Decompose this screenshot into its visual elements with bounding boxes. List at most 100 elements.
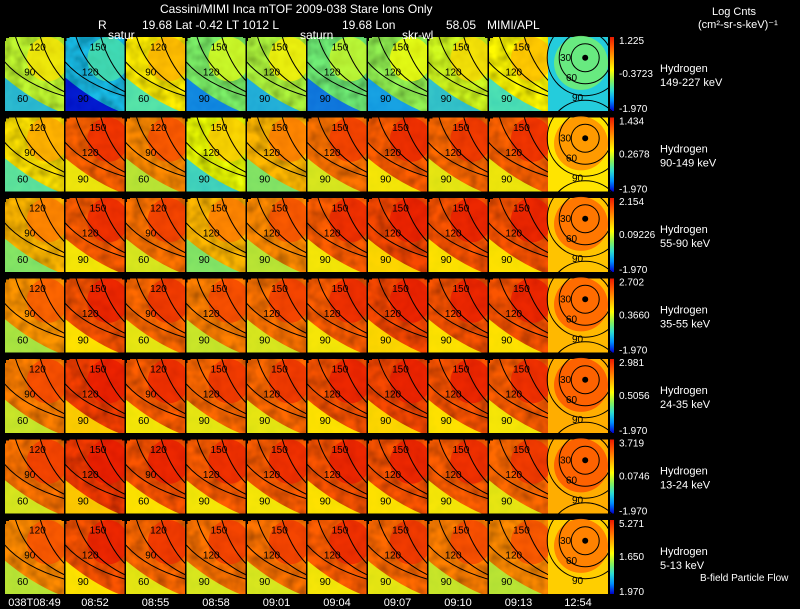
panel-hot-patch (450, 198, 488, 243)
panel-cool-band (368, 399, 422, 433)
panel-r5-c0: 120 90 60 (5, 439, 64, 514)
panel-crosshair (364, 33, 372, 41)
panel-contour (428, 302, 488, 339)
panel-contour (136, 117, 185, 173)
panel-crosshair (424, 113, 433, 122)
panel-contour (342, 439, 367, 484)
contour-label: 120 (82, 67, 99, 78)
panel-contour (39, 439, 64, 484)
contour-label: 120 (324, 470, 341, 481)
panel-contour (378, 359, 427, 415)
contour-label: 90 (320, 416, 332, 427)
contour-label: 90 (199, 94, 211, 105)
panel-hot-patch (510, 117, 548, 162)
panel-r5-c2: 120 90 60 (126, 439, 185, 514)
panel-crosshair (485, 113, 493, 122)
panel-cool-band (489, 399, 543, 433)
x-tick-label: 09:10 (444, 597, 472, 609)
panel-r1-c4: 150 120 90 (247, 117, 306, 192)
panel-contour (402, 278, 427, 323)
contour-label: 120 (324, 550, 341, 561)
panel-cool-band (247, 158, 301, 192)
panel-cool-band (307, 399, 361, 433)
colorbar-mid-label: 0.09226 (619, 230, 656, 241)
contour-label: 90 (24, 470, 36, 481)
contour-label: 150 (332, 123, 349, 134)
panel-hot-patch (268, 439, 306, 484)
meta-lon-label: 19.68 Lon (342, 18, 396, 32)
panel-contour (307, 141, 367, 178)
panel-hot-patch (268, 117, 306, 162)
panel-cool-band (186, 238, 240, 272)
panel-crosshair (61, 516, 70, 524)
panel-contour (126, 463, 185, 500)
panel-cool-band (5, 77, 59, 111)
panel-contour (196, 520, 246, 576)
panel-r2-c7: 150 120 90 (428, 198, 488, 272)
panel-hot-patch (26, 198, 64, 243)
contour-label: 120 (384, 228, 401, 239)
panel-contour (196, 37, 246, 93)
polar-contour-label: 90 (572, 174, 584, 185)
panel-r1-c8: 150 120 90 (489, 117, 548, 192)
polar-contour (570, 204, 600, 234)
x-tick-label: 09:13 (505, 597, 533, 609)
panel-r2-c5: 150 120 90 (307, 198, 367, 272)
panel-contour (257, 37, 306, 93)
panel-crosshair (485, 435, 493, 444)
contour-label: 90 (320, 577, 332, 588)
panel-contour (247, 222, 306, 258)
contour-label: 150 (211, 364, 228, 375)
contour-label: 90 (501, 94, 513, 105)
contour-label: 90 (441, 94, 453, 105)
polar-panel-r5: 30 60 90 (546, 421, 624, 514)
colorbar-max-label: 2.702 (619, 278, 644, 289)
panel-r3-c4: 150 120 90 (247, 278, 306, 353)
polar-contour-label: 30 (560, 456, 572, 467)
row-energy-label: 13-24 keV (660, 480, 711, 492)
contour-label: 90 (78, 336, 90, 347)
panel-crosshair (122, 113, 130, 122)
panel-crosshair (364, 113, 372, 122)
panel-crosshair (485, 274, 493, 283)
polar-contour (546, 19, 624, 97)
panel-contour (126, 383, 185, 419)
contour-label: 90 (441, 336, 453, 347)
panel-cool-band (368, 158, 422, 192)
panel-r2-c0: 120 90 60 (5, 198, 64, 272)
contour-label: 120 (203, 228, 220, 239)
panel-contour (75, 198, 125, 254)
panel-r0-c2: 120 90 60 (126, 37, 185, 111)
panel-cool-band (307, 319, 361, 353)
panel-cool-band (65, 480, 119, 514)
panel-contour (186, 544, 246, 580)
panel-contour (438, 117, 488, 173)
panel-r5-c8: 150 120 90 (489, 439, 548, 514)
panel-contour (428, 544, 488, 580)
contour-label: 150 (513, 364, 530, 375)
polar-contour-label: 30 (560, 295, 572, 306)
panel-r2-c8: 150 120 90 (489, 198, 548, 272)
panel-contour (100, 117, 125, 162)
panel-contour (196, 278, 246, 334)
contour-label: 90 (24, 228, 36, 239)
meta-value-label: 58.05 (446, 18, 477, 32)
polar-contour-label: 30 (560, 214, 572, 225)
contour-label: 90 (145, 470, 157, 481)
panel-cool-band (65, 77, 119, 111)
panel-crosshair (122, 516, 130, 524)
panel-contour (281, 278, 306, 323)
contour-label: 150 (90, 364, 107, 375)
panel-r4-c7: 150 120 90 (428, 359, 488, 433)
contour-label: 120 (150, 203, 167, 214)
polar-contour-label: 90 (572, 415, 584, 426)
contour-label: 120 (82, 228, 99, 239)
panel-hot-patch (26, 117, 64, 162)
panel-contour (15, 37, 64, 93)
contour-label: 120 (505, 309, 522, 320)
panel-contour (342, 37, 367, 81)
contour-label: 120 (505, 67, 522, 78)
panel-contour (463, 439, 488, 484)
footer-note: B-field Particle Flow (700, 573, 789, 584)
panel-contour (100, 520, 125, 564)
